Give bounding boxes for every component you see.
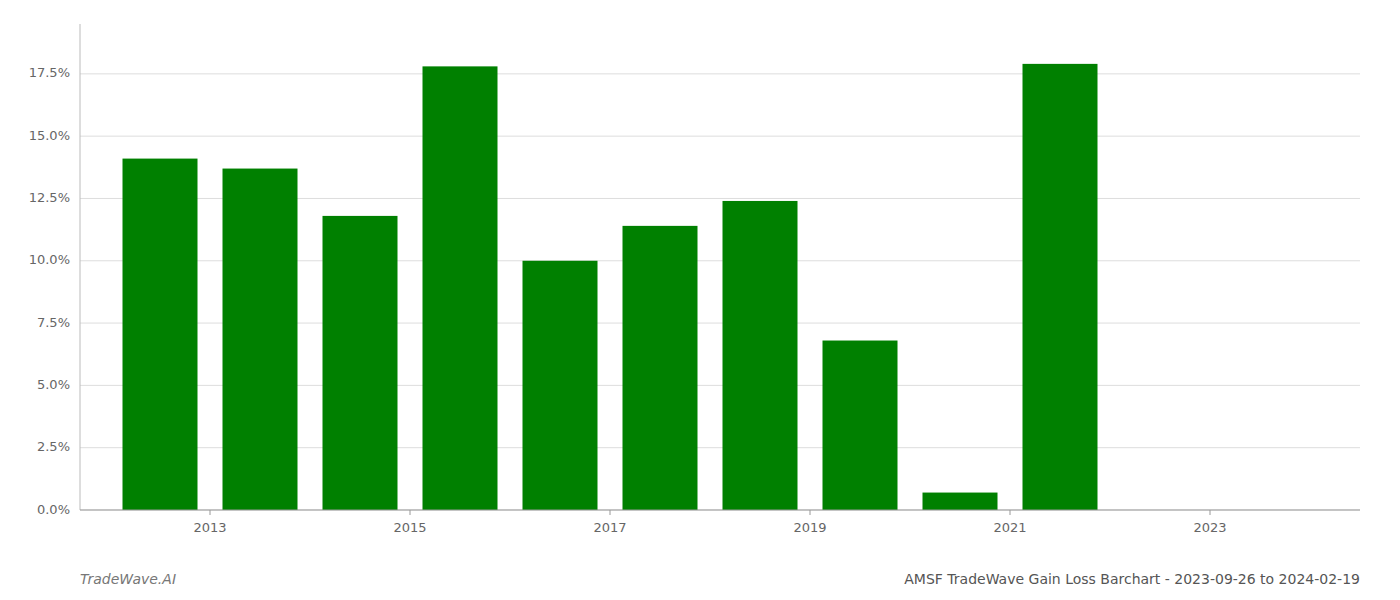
bar [223, 169, 298, 510]
bar [723, 201, 798, 510]
y-tick-label: 2.5% [37, 439, 70, 454]
bar [623, 226, 698, 510]
bar [123, 159, 198, 510]
title: AMSF TradeWave Gain Loss Barchart - 2023… [904, 571, 1360, 587]
x-tick [610, 510, 611, 515]
y-tick-label: 7.5% [37, 315, 70, 330]
y-axis-line [80, 24, 81, 510]
y-tick-label: 10.0% [29, 252, 70, 267]
y-tick-label: 17.5% [29, 65, 70, 80]
x-tick-label: 2023 [1193, 520, 1226, 535]
x-tick [1010, 510, 1011, 515]
grid-line [80, 510, 1360, 511]
bar [1023, 64, 1098, 510]
x-ticks: 2013 2015 2017 2019 2021 2023 [193, 510, 1226, 535]
bar [523, 261, 598, 510]
grid-line [80, 136, 1360, 137]
x-tick-label: 2017 [593, 520, 626, 535]
bar [923, 493, 998, 510]
x-tick [210, 510, 211, 515]
x-tick-label: 2021 [993, 520, 1026, 535]
y-tick-labels: 0.0% 2.5% 5.0% 7.5% 10.0% 12.5% 15.0% 17.5% [29, 65, 70, 516]
y-tick-label: 12.5% [29, 190, 70, 205]
y-tick-label: 0.0% [37, 502, 70, 517]
y-tick-label: 5.0% [37, 377, 70, 392]
x-tick [1210, 510, 1211, 515]
x-tick-label: 2015 [393, 520, 426, 535]
grid-line [80, 73, 1360, 74]
chart: 0.0% 2.5% 5.0% 7.5% 10.0% 12.5% 15.0% 17.5% 2013… [0, 0, 1400, 600]
x-tick-label: 2013 [193, 520, 226, 535]
y-grid [80, 74, 1360, 510]
x-axis-line [80, 510, 1360, 511]
x-tick [410, 510, 411, 515]
x-tick-label: 2019 [793, 520, 826, 535]
bar [323, 216, 398, 510]
watermark: TradeWave.AI [80, 571, 176, 587]
background [0, 0, 1400, 600]
bar [423, 66, 498, 510]
x-tick [810, 510, 811, 515]
y-tick-label: 15.0% [29, 128, 70, 143]
bar [823, 341, 898, 510]
bars [123, 64, 1098, 510]
